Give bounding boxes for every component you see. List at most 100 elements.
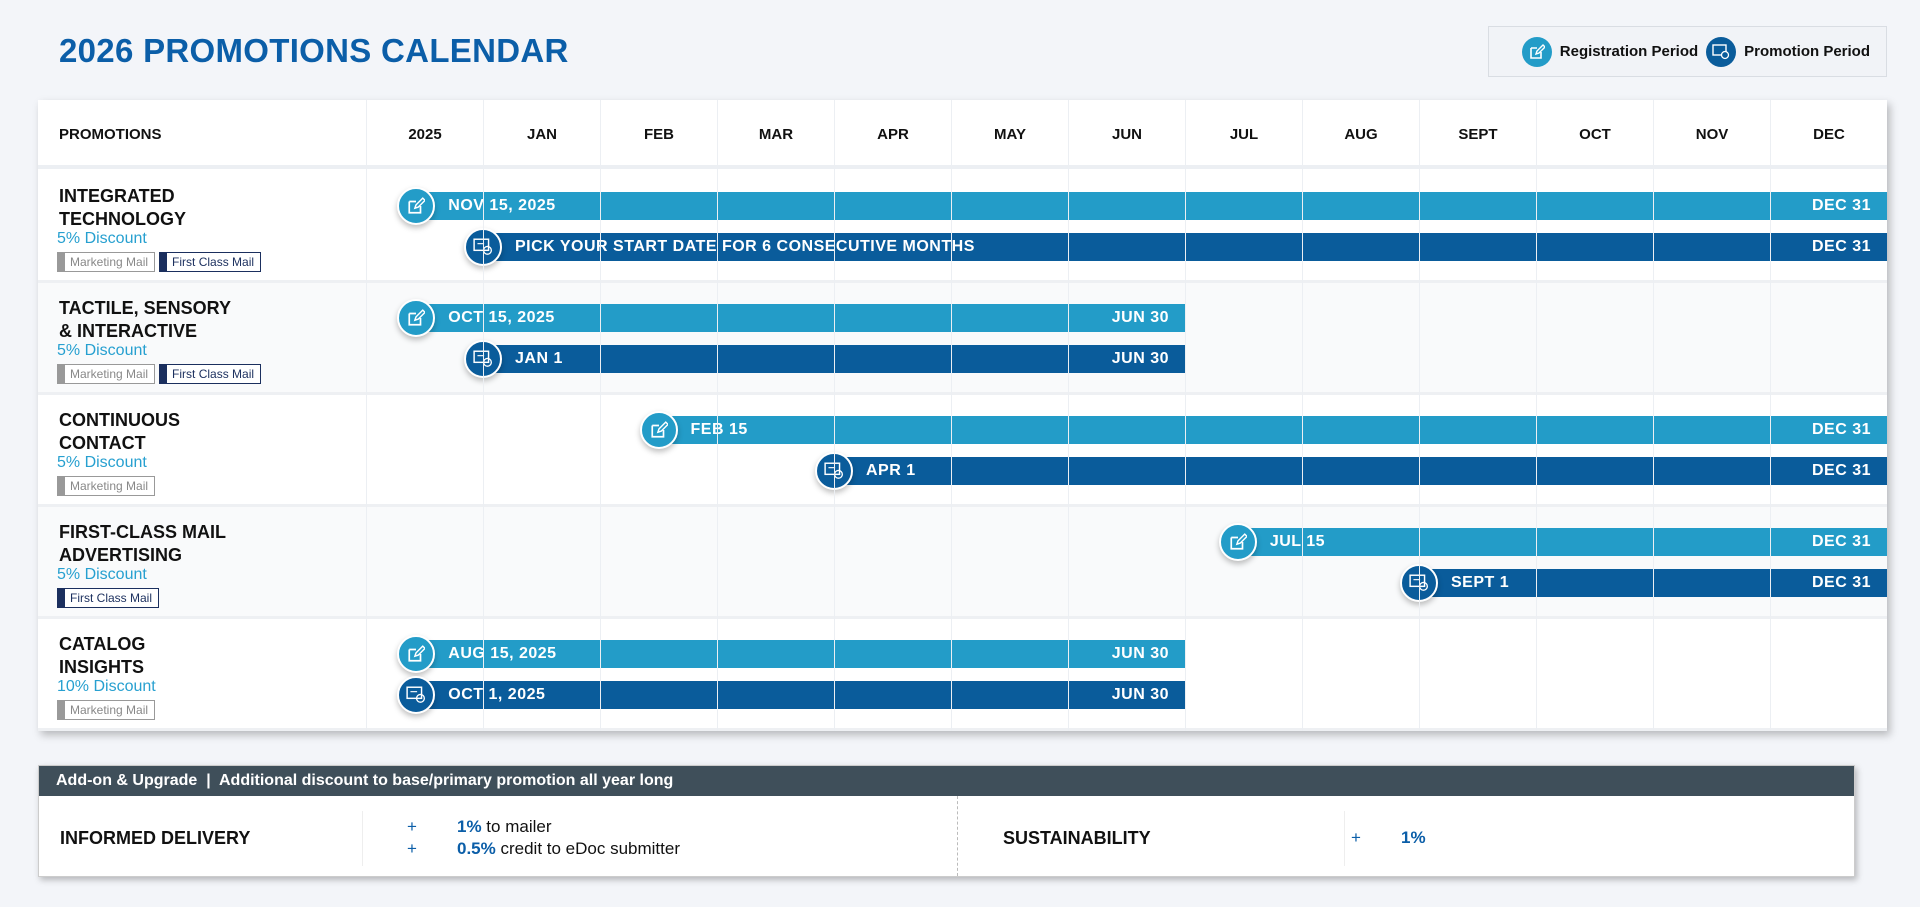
header-month: 2025 (366, 100, 483, 169)
header-month: APR (834, 100, 951, 169)
table-row: INTEGRATED TECHNOLOGY 5% Discount Market… (38, 171, 1887, 283)
discount-label: 10% Discount (57, 678, 156, 695)
end-label: JUN 30 (1111, 350, 1169, 367)
start-label: AUG 15, 2025 (448, 645, 557, 662)
end-label: DEC 31 (1811, 462, 1871, 479)
mail-class-tag: Marketing Mail (57, 252, 156, 272)
certificate-icon (397, 676, 436, 714)
promotion-name: CATALOG INSIGHTS (59, 634, 146, 677)
sustainability-label: SUSTAINABILITY (1003, 828, 1151, 848)
grid-line (717, 169, 718, 731)
page-title: 2026 PROMOTIONS CALENDAR (59, 32, 569, 69)
legend: Registration Period Promotion Period (1488, 26, 1887, 77)
edit-icon (397, 187, 436, 225)
end-label: JUN 30 (1111, 686, 1169, 703)
start-label: JUL 15 (1269, 533, 1326, 550)
header-month: DEC (1770, 100, 1887, 169)
start-label: SEPT 1 (1451, 574, 1510, 591)
header-month: SEPT (1419, 100, 1536, 169)
header-month: JAN (483, 100, 600, 169)
addon-header: Add-on & Upgrade | Additional discount t… (39, 766, 1854, 796)
header-month: NOV (1653, 100, 1770, 169)
header-month: JUL (1185, 100, 1302, 169)
mail-class-tag: First Class Mail (159, 364, 262, 384)
promotion-name: INTEGRATED TECHNOLOGY (59, 186, 187, 229)
sustainability-value: 1% (1401, 828, 1426, 847)
end-label: JUN 30 (1111, 645, 1169, 662)
grid-line (600, 169, 601, 731)
informed-line-2: 0.5% credit to eDoc submitter (457, 839, 680, 858)
header-month: MAR (717, 100, 834, 169)
legend-registration: Registration Period (1559, 43, 1699, 60)
grid-line (1419, 169, 1420, 731)
edit-icon (397, 635, 436, 673)
end-label: JUN 30 (1111, 309, 1169, 326)
discount-label: 5% Discount (57, 342, 147, 359)
header-month: FEB (600, 100, 717, 169)
table-row: FIRST-CLASS MAIL ADVERTISING 5% Discount… (38, 507, 1887, 619)
promotions-table: PROMOTIONS 2025 JAN FEB MAR APR MAY JUN JUL AUG S… (38, 100, 1887, 731)
registration-bar: JUL 15 DEC 31 (1218, 523, 1887, 561)
grid-line (951, 169, 952, 731)
header-promotions: PROMOTIONS (59, 126, 162, 143)
start-label: FEB 15 (690, 421, 748, 438)
header-month: OCT (1536, 100, 1653, 169)
registration-bar: AUG 15, 2025 JUN 30 (397, 635, 1185, 673)
grid-line (1068, 169, 1069, 731)
grid-line (1770, 169, 1771, 731)
end-label: DEC 31 (1811, 197, 1871, 214)
plus-icon: + (1351, 828, 1361, 847)
promotion-bar: OCT 1, 2025 JUN 30 (397, 676, 1185, 714)
end-label: DEC 31 (1811, 574, 1871, 591)
discount-label: 5% Discount (57, 454, 147, 471)
promotion-name: FIRST-CLASS MAIL ADVERTISING (59, 522, 226, 565)
discount-label: 5% Discount (57, 566, 147, 583)
mail-class-tag: Marketing Mail (57, 476, 156, 496)
end-label: DEC 31 (1811, 533, 1871, 550)
mail-class-tag: Marketing Mail (57, 364, 156, 384)
edit-icon (1218, 523, 1257, 561)
edit-icon (639, 411, 678, 449)
table-header: PROMOTIONS 2025 JAN FEB MAR APR MAY JUN JUL AUG S… (38, 100, 1887, 169)
start-label: NOV 15, 2025 (448, 197, 556, 214)
grid-line (1302, 169, 1303, 731)
grid-line (366, 169, 367, 731)
end-label: DEC 31 (1811, 421, 1871, 438)
table-row: TACTILE, SENSORY & INTERACTIVE 5% Discou… (38, 283, 1887, 395)
edit-icon (397, 299, 436, 337)
header-month: AUG (1302, 100, 1419, 169)
table-row: CONTINUOUS CONTACT 5% Discount Marketing… (38, 395, 1887, 507)
plus-icon: + (407, 839, 417, 858)
end-label: DEC 31 (1811, 238, 1871, 255)
registration-bar: NOV 15, 2025 DEC 31 (397, 187, 1887, 225)
table-row: CATALOG INSIGHTS 10% Discount Marketing … (38, 619, 1887, 731)
edit-icon (1521, 36, 1552, 67)
legend-promotion: Promotion Period (1744, 43, 1870, 60)
grid-line (1653, 169, 1654, 731)
mail-class-tag: First Class Mail (159, 252, 262, 272)
promotion-bar: APR 1 DEC 31 (815, 452, 1887, 490)
promotion-name: TACTILE, SENSORY & INTERACTIVE (59, 298, 232, 341)
header-month: JUN (1068, 100, 1185, 169)
grid-line (1185, 169, 1186, 731)
informed-delivery-label: INFORMED DELIVERY (60, 828, 251, 848)
promotion-name: CONTINUOUS CONTACT (59, 410, 180, 453)
registration-bar: FEB 15 DEC 31 (639, 411, 1887, 449)
registration-bar: OCT 15, 2025 JUN 30 (397, 299, 1185, 337)
start-label: OCT 15, 2025 (448, 309, 555, 326)
addon-panel: Add-on & Upgrade | Additional discount t… (38, 765, 1855, 877)
grid-line (483, 169, 484, 731)
start-label: JAN 1 (515, 350, 563, 367)
grid-line (1536, 169, 1537, 731)
informed-line-1: 1% to mailer (457, 817, 552, 836)
discount-label: 5% Discount (57, 230, 147, 247)
start-label: OCT 1, 2025 (448, 686, 546, 703)
grid-line (834, 169, 835, 731)
start-label: PICK YOUR START DATE FOR 6 CONSECUTIVE M… (515, 238, 975, 255)
certificate-icon (1706, 36, 1737, 67)
plus-icon: + (407, 817, 417, 836)
header-month: MAY (951, 100, 1068, 169)
mail-class-tag: Marketing Mail (57, 700, 156, 720)
mail-class-tag: First Class Mail (57, 588, 160, 608)
start-label: APR 1 (866, 462, 916, 479)
